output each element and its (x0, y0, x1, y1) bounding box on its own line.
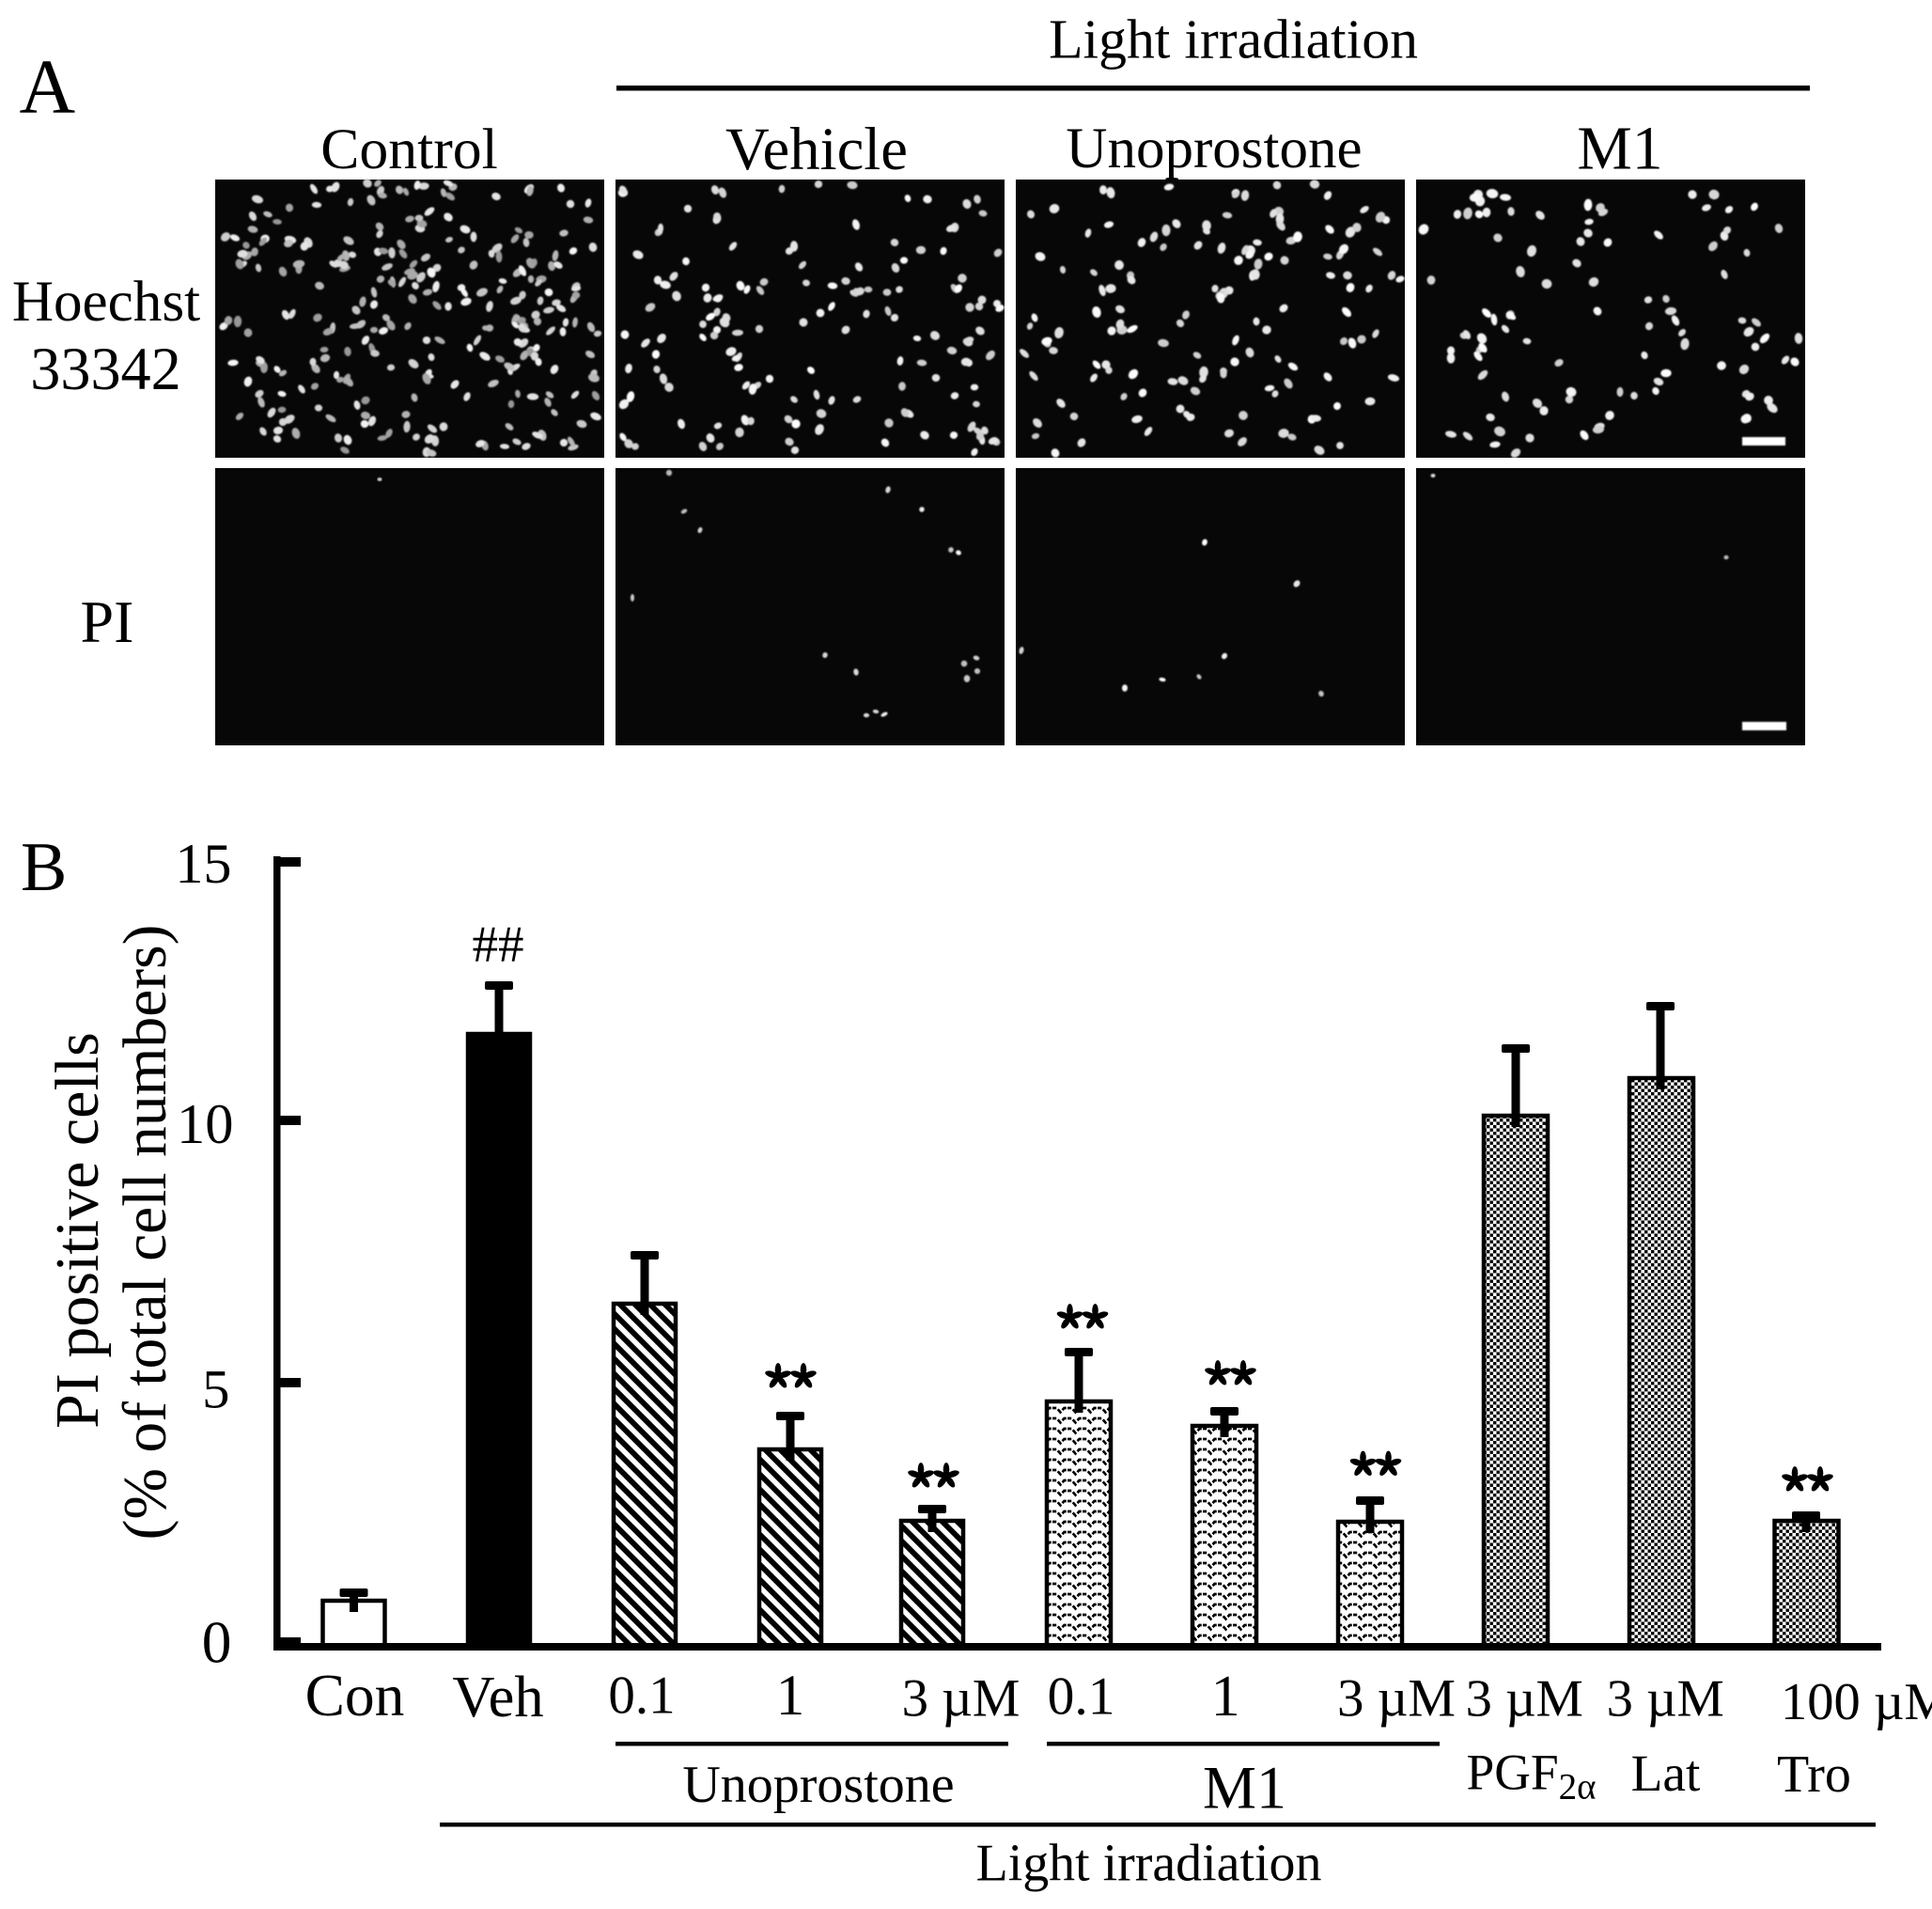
svg-text:1: 1 (776, 1665, 805, 1728)
svg-text:Unoprostone: Unoprostone (1066, 117, 1362, 180)
svg-text:Unoprostone: Unoprostone (682, 1756, 954, 1814)
svg-text:0: 0 (202, 1610, 232, 1676)
svg-text:PGF2α: PGF2α (1467, 1745, 1597, 1807)
svg-text:10: 10 (177, 1093, 234, 1156)
svg-text:0.1: 0.1 (1048, 1667, 1115, 1727)
svg-text:B: B (21, 829, 67, 906)
svg-text:1: 1 (1211, 1665, 1240, 1729)
svg-text:A: A (20, 43, 76, 130)
svg-text:Light irradiation: Light irradiation (976, 1835, 1322, 1893)
svg-text:Control: Control (320, 117, 498, 181)
svg-text:3 µM: 3 µM (1607, 1670, 1724, 1729)
svg-text:Light irradiation: Light irradiation (1049, 8, 1418, 70)
svg-text:Con: Con (305, 1662, 405, 1729)
svg-text:M1: M1 (1577, 115, 1662, 183)
svg-text:Veh: Veh (452, 1664, 543, 1729)
svg-text:15: 15 (175, 833, 231, 896)
svg-text:(% of total cell numbers): (% of total cell numbers) (112, 925, 179, 1541)
svg-text:M1: M1 (1203, 1755, 1286, 1822)
svg-text:Vehicle: Vehicle (725, 115, 908, 182)
svg-text:Tro: Tro (1777, 1745, 1851, 1804)
svg-text:3 µM: 3 µM (1337, 1669, 1456, 1729)
svg-text:33342: 33342 (30, 336, 180, 402)
svg-text:3 µM: 3 µM (1466, 1670, 1583, 1729)
svg-text:##: ## (472, 915, 523, 973)
svg-text:PI positive cells: PI positive cells (43, 1032, 112, 1429)
svg-text:3 µM: 3 µM (902, 1669, 1021, 1729)
svg-text:5: 5 (202, 1359, 229, 1420)
svg-text:Lat: Lat (1631, 1745, 1701, 1802)
svg-text:Hoechst: Hoechst (12, 271, 200, 334)
svg-text:100 µM: 100 µM (1781, 1673, 1932, 1731)
svg-text:0.1: 0.1 (608, 1666, 675, 1726)
svg-text:PI: PI (81, 588, 134, 655)
